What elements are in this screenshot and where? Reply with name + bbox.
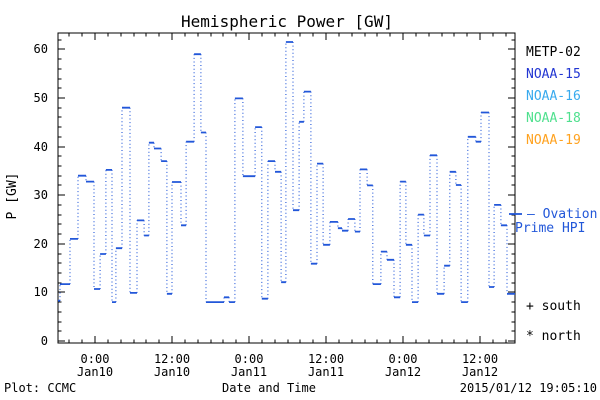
hpi-step-series [58, 41, 515, 303]
legend-satellite-noaa15: NOAA-15 [526, 67, 581, 82]
plot-timestamp: 2015/01/12 19:05:10 [460, 381, 597, 395]
x-tick-label-date: Jan11 [231, 365, 267, 379]
x-tick-label-time: 0:00 [235, 352, 264, 366]
x-tick-label-time: 0:00 [81, 352, 110, 366]
ovation-legend-label-line1: — Ovation [527, 207, 597, 222]
ovation-legend-label-line2: Prime HPI [515, 221, 585, 236]
major-ticks [58, 33, 515, 343]
minor-ticks [58, 33, 515, 343]
legend-satellite-noaa18: NOAA-18 [526, 111, 581, 126]
y-tick-label: 30 [34, 188, 48, 202]
x-axis-label: Date and Time [222, 381, 316, 395]
x-tick-label-date: Jan11 [308, 365, 344, 379]
chart-title: Hemispheric Power [GW] [181, 12, 393, 31]
south-marker-legend: + south [526, 299, 581, 314]
legend-satellite-metp02: METP-02 [526, 45, 581, 60]
hpi-step-segments [58, 41, 515, 303]
x-tick-label-date: Jan12 [462, 365, 498, 379]
north-marker-legend: * north [526, 329, 581, 344]
y-tick-label: 10 [34, 285, 48, 299]
x-tick-label-time: 12:00 [154, 352, 190, 366]
y-axis-label: P [GW] [5, 173, 20, 220]
plot-frame [57, 32, 516, 344]
x-tick-label-date: Jan10 [77, 365, 113, 379]
x-tick-label-date: Jan12 [385, 365, 421, 379]
hpi-step-vertical-connectors [59, 42, 508, 303]
legend-satellite-noaa16: NOAA-16 [526, 89, 581, 104]
y-tick-label: 20 [34, 237, 48, 251]
y-tick-label: 60 [34, 42, 48, 56]
x-tick-label-time: 12:00 [462, 352, 498, 366]
y-tick-label: 50 [34, 91, 48, 105]
y-tick-label: 40 [34, 140, 48, 154]
x-tick-label-time: 12:00 [308, 352, 344, 366]
y-tick-label: 0 [41, 334, 48, 348]
axes: 01020304050600:00Jan1012:00Jan100:00Jan1… [34, 32, 516, 379]
plot-credit: Plot: CCMC [4, 381, 76, 395]
legend-satellite-noaa19: NOAA-19 [526, 133, 581, 148]
x-tick-label-time: 0:00 [389, 352, 418, 366]
x-tick-label-date: Jan10 [154, 365, 190, 379]
